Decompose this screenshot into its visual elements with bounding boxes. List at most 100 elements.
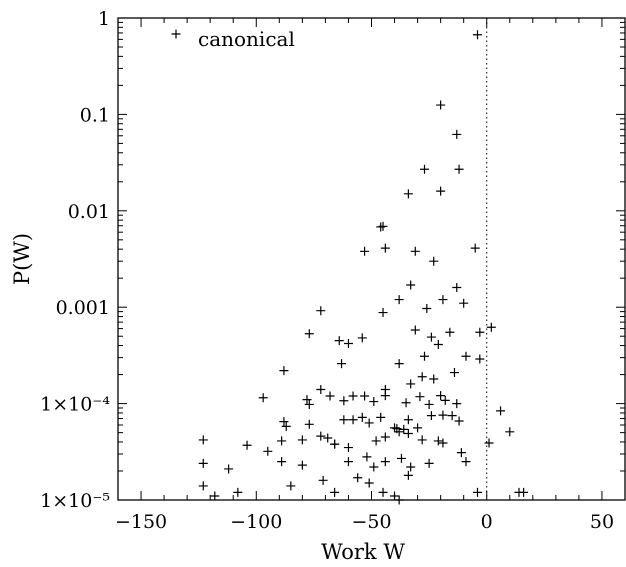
data-point bbox=[281, 421, 291, 431]
y-tick-label: 1×10⁻⁵ bbox=[40, 490, 110, 512]
data-point bbox=[362, 452, 372, 462]
y-tick-label: 0.001 bbox=[56, 297, 110, 319]
data-point bbox=[475, 327, 485, 337]
data-point bbox=[496, 406, 506, 416]
data-point bbox=[343, 339, 353, 349]
data-point bbox=[438, 410, 448, 420]
data-point bbox=[399, 424, 409, 434]
data-point bbox=[452, 129, 462, 139]
data-point bbox=[456, 448, 466, 458]
data-point bbox=[277, 457, 287, 467]
data-point bbox=[304, 419, 314, 429]
data-point bbox=[343, 443, 353, 453]
data-point bbox=[337, 359, 347, 369]
data-point bbox=[436, 186, 446, 196]
data-point bbox=[406, 462, 416, 472]
data-point bbox=[438, 438, 448, 448]
data-point bbox=[426, 411, 436, 421]
data-point bbox=[519, 487, 529, 497]
data-point bbox=[403, 428, 413, 438]
data-point bbox=[403, 189, 413, 199]
data-point bbox=[473, 487, 483, 497]
data-point bbox=[369, 462, 379, 472]
data-point bbox=[452, 399, 462, 409]
axis-ticks bbox=[117, 18, 626, 501]
data-point bbox=[452, 283, 462, 293]
data-point bbox=[429, 374, 439, 384]
data-point bbox=[401, 398, 411, 408]
data-point bbox=[424, 399, 434, 409]
data-point bbox=[429, 256, 439, 266]
data-point bbox=[210, 491, 220, 501]
data-point bbox=[505, 427, 515, 437]
data-point bbox=[224, 464, 234, 474]
data-point bbox=[198, 435, 208, 445]
data-point bbox=[426, 332, 436, 342]
data-point bbox=[339, 415, 349, 425]
data-point bbox=[279, 417, 289, 427]
data-point bbox=[330, 439, 340, 449]
data-point bbox=[378, 308, 388, 318]
data-point bbox=[378, 221, 388, 231]
data-point bbox=[330, 487, 340, 497]
y-tick-label: 1×10⁻⁴ bbox=[40, 394, 110, 416]
data-point bbox=[410, 246, 420, 256]
data-point bbox=[445, 327, 455, 337]
data-point bbox=[348, 415, 358, 425]
x-tick-labels: −150 −100 −50 0 50 bbox=[115, 511, 614, 533]
data-point bbox=[422, 303, 432, 313]
x-tick-label: 0 bbox=[481, 511, 493, 533]
data-point bbox=[461, 351, 471, 361]
legend-marker bbox=[171, 29, 181, 39]
data-point bbox=[316, 306, 326, 316]
data-point bbox=[486, 322, 496, 332]
data-point bbox=[380, 243, 390, 253]
data-point bbox=[394, 359, 404, 369]
legend-label: canonical bbox=[198, 27, 295, 51]
data-point bbox=[470, 243, 480, 253]
data-point bbox=[242, 440, 252, 450]
data-point bbox=[371, 436, 381, 446]
data-point bbox=[360, 391, 370, 401]
y-tick-label: 0.01 bbox=[68, 201, 110, 223]
data-point bbox=[380, 391, 390, 401]
data-point bbox=[316, 385, 326, 395]
data-point bbox=[233, 487, 243, 497]
data-point bbox=[406, 379, 416, 389]
data-point bbox=[378, 487, 388, 497]
x-tick-label: −150 bbox=[115, 511, 167, 533]
data-point bbox=[394, 295, 404, 305]
data-point bbox=[406, 280, 416, 290]
data-point bbox=[357, 333, 367, 343]
data-point bbox=[279, 366, 289, 376]
data-point bbox=[461, 457, 471, 467]
data-point bbox=[297, 460, 307, 470]
data-point bbox=[297, 435, 307, 445]
data-point bbox=[258, 393, 268, 403]
x-axis-title: Work W bbox=[321, 540, 405, 564]
data-point bbox=[420, 351, 430, 361]
data-point bbox=[424, 458, 434, 468]
x-tick-label: 50 bbox=[590, 511, 614, 533]
y-tick-label: 0.1 bbox=[80, 104, 110, 126]
data-point bbox=[433, 436, 443, 446]
data-point bbox=[304, 329, 314, 339]
data-point bbox=[277, 436, 287, 446]
data-point bbox=[360, 246, 370, 256]
data-point bbox=[403, 470, 413, 480]
data-point bbox=[417, 372, 427, 382]
data-point bbox=[302, 395, 312, 405]
data-point bbox=[433, 340, 443, 350]
data-point bbox=[198, 481, 208, 491]
data-point bbox=[380, 432, 390, 442]
data-point bbox=[316, 431, 326, 441]
legend: canonical bbox=[171, 27, 295, 51]
data-point bbox=[376, 412, 386, 422]
data-point bbox=[403, 415, 413, 425]
data-points bbox=[198, 30, 529, 505]
data-point bbox=[369, 397, 379, 407]
data-point bbox=[438, 295, 448, 305]
data-point bbox=[449, 368, 459, 378]
data-point bbox=[380, 457, 390, 467]
plot-frame bbox=[117, 17, 626, 501]
